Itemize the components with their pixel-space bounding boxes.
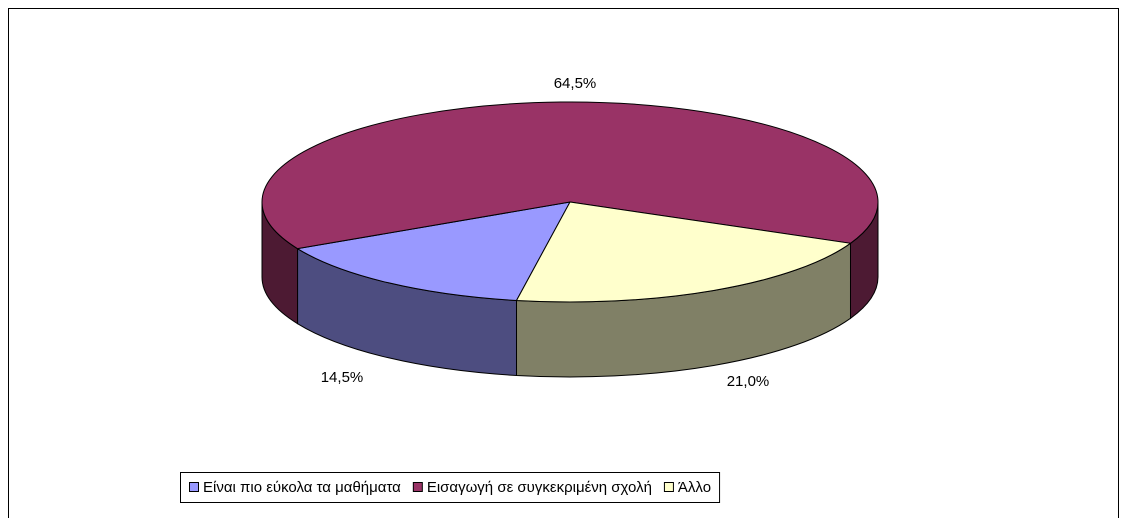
legend-label: Είναι πιο εύκολα τα μαθήματα (203, 479, 401, 496)
data-label: 64,5% (554, 75, 597, 92)
legend-swatch (189, 482, 199, 492)
pie-slice (296, 201, 571, 301)
data-label: 21,0% (727, 373, 770, 390)
legend-swatch (663, 482, 674, 492)
legend-label: Εισαγωγή σε συγκεκριμένη σχολή (427, 479, 652, 496)
pie-slice (515, 201, 852, 303)
data-label: 14,5% (321, 369, 364, 386)
legend (180, 472, 721, 503)
pie-slice (261, 101, 879, 250)
legend-swatch (412, 482, 423, 492)
legend-label: Άλλο (678, 479, 711, 496)
